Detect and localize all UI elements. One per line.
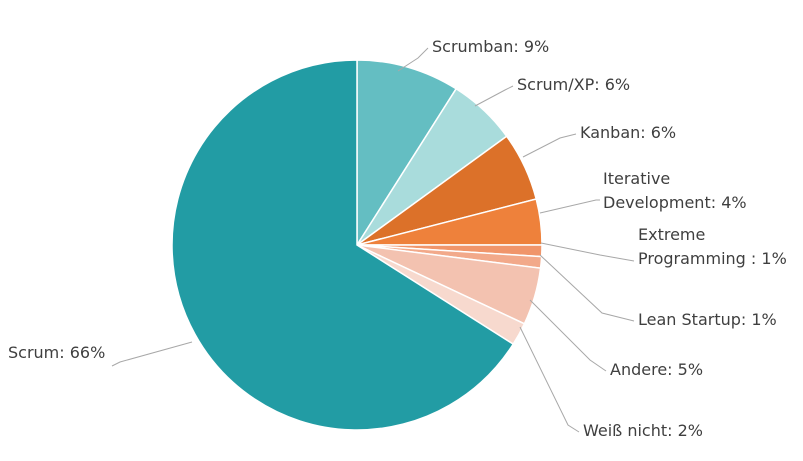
leader-line-kanban [522, 133, 577, 158]
pie-slice-scrum [171, 59, 515, 431]
slice-label-line: Kanban: 6% [580, 123, 676, 142]
leader-line-weiss-nicht [519, 326, 580, 433]
slice-label-line: Development: 4% [603, 193, 747, 212]
leader-line-extreme-programming [540, 242, 635, 262]
slice-label-andere: Andere: 5% [610, 360, 703, 379]
leader-line-scrum-xp [474, 85, 514, 107]
leader-line-andere [529, 299, 607, 372]
slice-label-line: Scrumban: 9% [432, 37, 549, 56]
leader-line-scrumban [397, 47, 429, 72]
slice-label-scrum: Scrum: 66% [8, 343, 105, 362]
slice-label-scrum-xp: Scrum/XP: 6% [517, 75, 630, 94]
slice-label-extreme-programming: Extreme Programming : 1% [638, 225, 787, 268]
slice-label-lean-startup: Lean Startup: 1% [638, 310, 777, 329]
leader-line-lean-startup [539, 254, 635, 322]
slice-label-line: Weiß nicht: 2% [583, 421, 703, 440]
slice-label-weiss-nicht: Weiß nicht: 2% [583, 421, 703, 440]
pie-slices [171, 59, 543, 431]
slice-label-line: Lean Startup: 1% [638, 310, 777, 329]
slice-label-line: Iterative [603, 169, 670, 188]
slice-label-kanban: Kanban: 6% [580, 123, 676, 142]
pie-slice-scrumban [356, 59, 458, 248]
leader-lines [111, 47, 635, 433]
slice-label-line: Scrum: 66% [8, 343, 105, 362]
slice-label-line: Andere: 5% [610, 360, 703, 379]
leader-line-iterative-development [539, 199, 600, 214]
slice-label-line: Scrum/XP: 6% [517, 75, 630, 94]
slice-labels: Scrumban: 9% Scrum/XP: 6% Kanban: 6% Iterat… [8, 37, 787, 440]
leader-line-scrum [111, 341, 193, 367]
slice-label-line: Programming : 1% [638, 249, 787, 268]
slice-label-scrumban: Scrumban: 9% [432, 37, 549, 56]
slice-label-iterative-development: Iterative Development: 4% [603, 169, 747, 212]
slice-label-line: Extreme [638, 225, 705, 244]
